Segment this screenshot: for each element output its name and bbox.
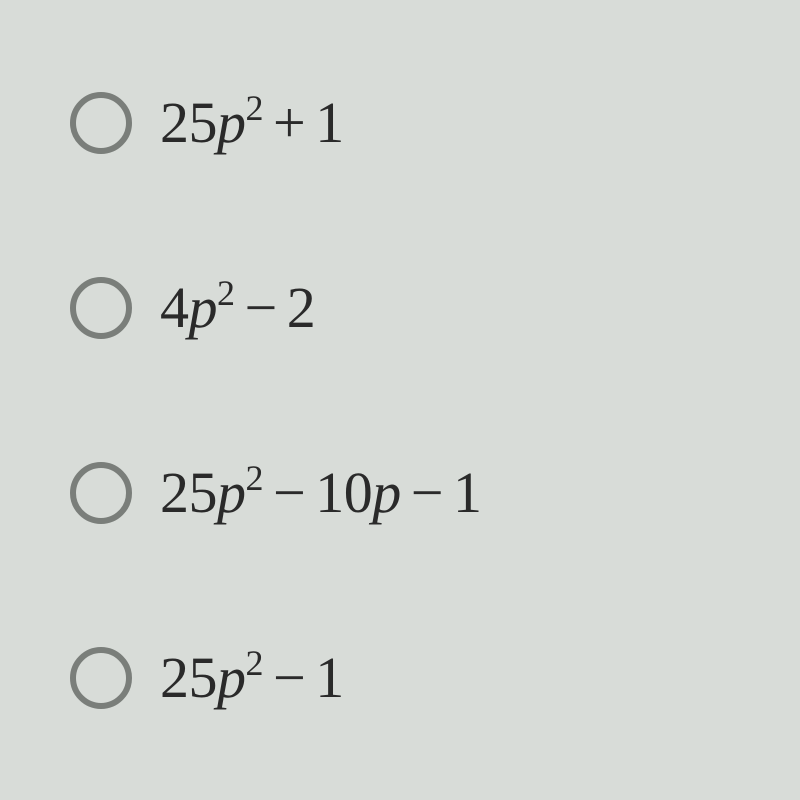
operator: −: [411, 459, 443, 526]
coefficient: 2: [287, 274, 316, 341]
option-1[interactable]: 25p2+1: [70, 89, 730, 156]
exponent: 2: [246, 642, 264, 684]
operator: −: [273, 459, 305, 526]
variable: p: [217, 459, 246, 526]
coefficient: 1: [315, 644, 344, 711]
coefficient: 25: [160, 459, 217, 526]
option-2[interactable]: 4p2−2: [70, 274, 730, 341]
operator: −: [245, 274, 277, 341]
coefficient: 1: [453, 459, 482, 526]
exponent: 2: [246, 457, 264, 499]
coefficient: 4: [160, 274, 189, 341]
variable: p: [217, 644, 246, 711]
option-4[interactable]: 25p2−1: [70, 644, 730, 711]
exponent: 2: [217, 272, 235, 314]
coefficient: 25: [160, 644, 217, 711]
operator: −: [273, 644, 305, 711]
coefficient: 10: [315, 459, 372, 526]
exponent: 2: [246, 87, 264, 129]
variable: p: [372, 459, 401, 526]
coefficient: 25: [160, 89, 217, 156]
radio-icon[interactable]: [70, 647, 132, 709]
option-label: 25p2−10p−1: [160, 459, 481, 526]
operator: +: [273, 89, 305, 156]
coefficient: 1: [315, 89, 344, 156]
option-label: 25p2−1: [160, 644, 344, 711]
option-label: 4p2−2: [160, 274, 315, 341]
variable: p: [189, 274, 218, 341]
option-3[interactable]: 25p2−10p−1: [70, 459, 730, 526]
radio-icon[interactable]: [70, 92, 132, 154]
radio-icon[interactable]: [70, 277, 132, 339]
option-label: 25p2+1: [160, 89, 344, 156]
variable: p: [217, 89, 246, 156]
radio-icon[interactable]: [70, 462, 132, 524]
